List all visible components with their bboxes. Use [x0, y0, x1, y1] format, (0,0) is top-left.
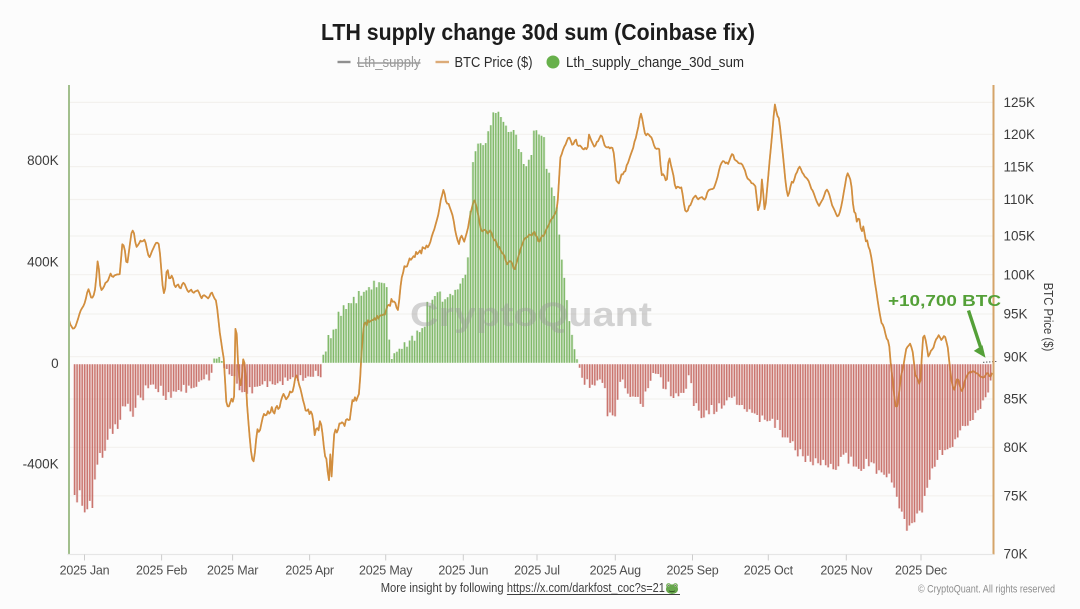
svg-text:https://x.com/darkfost_coc?s=2: https://x.com/darkfost_coc?s=21: [507, 580, 665, 595]
svg-text:80K: 80K: [1004, 440, 1028, 455]
svg-text:More insight by following: More insight by following: [381, 580, 507, 595]
svg-text:2025 Jun: 2025 Jun: [438, 564, 488, 578]
svg-text:2025 Mar: 2025 Mar: [207, 564, 258, 578]
svg-text:110K: 110K: [1004, 192, 1035, 207]
svg-text:Lth_supply_change_30d_sum: Lth_supply_change_30d_sum: [566, 55, 744, 71]
svg-text:85K: 85K: [1004, 392, 1028, 407]
svg-text:+10,700 BTC: +10,700 BTC: [888, 293, 1002, 310]
svg-text:75K: 75K: [1004, 489, 1028, 504]
svg-text:70K: 70K: [1004, 547, 1028, 562]
svg-text:Lth_supply: Lth_supply: [357, 55, 421, 71]
svg-text:115K: 115K: [1004, 159, 1035, 174]
svg-text:BTC Price ($): BTC Price ($): [455, 55, 533, 71]
svg-text:2025 Jan: 2025 Jan: [60, 564, 110, 578]
svg-text:2025 Sep: 2025 Sep: [667, 564, 719, 578]
svg-text:800K: 800K: [27, 153, 59, 168]
svg-text:CryptoQuant: CryptoQuant: [410, 296, 652, 334]
svg-text:95K: 95K: [1004, 307, 1028, 322]
svg-text:105K: 105K: [1004, 229, 1036, 244]
svg-text:BTC Price ($): BTC Price ($): [1041, 283, 1056, 352]
svg-text:0: 0: [51, 356, 59, 371]
svg-text:90K: 90K: [1004, 349, 1028, 364]
svg-text:400K: 400K: [27, 255, 59, 270]
svg-text:125K: 125K: [1004, 95, 1036, 110]
svg-text:2025 May: 2025 May: [359, 564, 413, 578]
svg-text:2025 Oct: 2025 Oct: [744, 564, 794, 578]
svg-text:2025 Aug: 2025 Aug: [590, 564, 641, 578]
svg-text:2025 Apr: 2025 Apr: [285, 564, 333, 578]
svg-text:2025 Feb: 2025 Feb: [136, 564, 187, 578]
svg-text:2025 Nov: 2025 Nov: [820, 564, 873, 578]
svg-text:-400K: -400K: [23, 457, 59, 472]
svg-text:100K: 100K: [1004, 267, 1036, 282]
svg-text:© CryptoQuant. All rights rese: © CryptoQuant. All rights reserved: [918, 584, 1055, 596]
svg-text:2025 Dec: 2025 Dec: [895, 564, 947, 578]
svg-text:2025 Jul: 2025 Jul: [514, 564, 560, 578]
svg-text:LTH supply change 30d sum (Coi: LTH supply change 30d sum (Coinbase fix): [321, 19, 755, 45]
svg-text:120K: 120K: [1004, 127, 1036, 142]
